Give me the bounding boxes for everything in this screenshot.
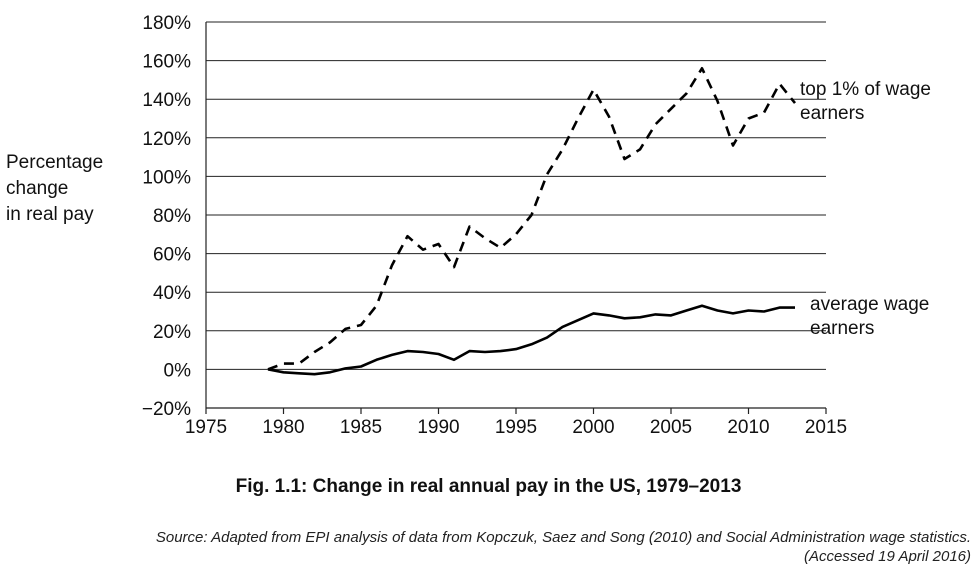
x-tick-label: 1980 <box>262 417 304 438</box>
source-accessed-line: (Accessed 19 April 2016) <box>803 548 971 565</box>
y-tick-label: 80% <box>153 206 191 227</box>
y-tick-label: 120% <box>142 129 191 150</box>
x-tick-label: 2015 <box>805 417 847 438</box>
y-axis-title-line: change <box>6 178 69 199</box>
source-note: Source: Adapted from EPI analysis of dat… <box>156 528 971 566</box>
figure-caption: Fig. 1.1: Change in real annual pay in t… <box>235 476 742 497</box>
y-tick-label: 20% <box>153 322 191 343</box>
y-tick-label: 160% <box>142 52 191 73</box>
y-tick-label: 60% <box>153 245 191 266</box>
x-tick-label: 2010 <box>727 417 769 438</box>
y-axis-title: Percentage change in real pay <box>6 150 103 228</box>
y-axis-title-line: Percentage <box>6 152 104 173</box>
y-tick-label: 140% <box>142 90 191 111</box>
series-line-average <box>267 304 795 376</box>
x-tick-label: 1985 <box>340 417 382 438</box>
x-tick-label: 1990 <box>417 417 459 438</box>
line-chart: −20% 0% 20% 40% 60% 80% 100% 120% 140% 160% 180% 19… <box>142 13 931 438</box>
x-tick-label: 1975 <box>185 417 227 438</box>
y-tick-label: 40% <box>153 283 191 304</box>
y-tick-label: 0% <box>164 360 192 381</box>
x-tick-label: 1995 <box>495 417 537 438</box>
x-tick-label: 2005 <box>650 417 692 438</box>
y-tick-label: 180% <box>142 13 191 34</box>
source-line: Source: Adapted from EPI analysis of dat… <box>155 529 971 546</box>
y-tick-label: −20% <box>142 399 191 420</box>
series-label: earners <box>800 103 864 124</box>
y-tick-label: 100% <box>142 167 191 188</box>
y-axis-title-line: in real pay <box>6 204 94 225</box>
series-label: top 1% of wage <box>800 79 931 100</box>
series-line-top-1-percent <box>267 67 797 371</box>
series-label: earners <box>810 318 874 339</box>
series-label: average wage <box>810 294 929 315</box>
x-tick-label: 2000 <box>572 417 614 438</box>
